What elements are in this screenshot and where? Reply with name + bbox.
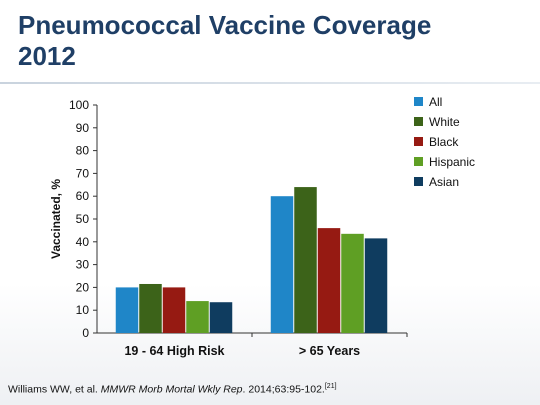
legend-swatch-black [414, 137, 423, 146]
legend-label-all: All [429, 95, 442, 109]
x-category-label: > 65 Years [299, 344, 360, 358]
y-tick-label: 50 [76, 212, 90, 226]
citation: Williams WW, et al. MMWR Morb Mortal Wkl… [8, 383, 337, 396]
citation-journal: MMWR Morb Mortal Wkly Rep [100, 383, 243, 396]
title-line-1: Pneumococcal Vaccine Coverage [18, 10, 432, 40]
y-tick-label: 80 [76, 144, 90, 158]
legend-label-hispanic: Hispanic [429, 155, 475, 169]
y-tick-label: 10 [76, 303, 90, 317]
y-axis-title: Vaccinated, % [49, 179, 63, 259]
bar-hispanic-2 [341, 233, 364, 333]
bar-white-1 [139, 283, 162, 333]
citation-authors: Williams WW, et al. [8, 383, 101, 396]
bar-chart: 0 10 20 30 40 50 60 70 80 90 100 Vaccinated, % 19 - … [49, 95, 475, 358]
title-divider [0, 82, 540, 84]
bar-asian-2 [364, 238, 388, 333]
title-line-2: 2012 [18, 41, 76, 71]
bar-black-2 [317, 228, 341, 333]
citation-ref: [21] [324, 383, 337, 390]
y-tick-label: 20 [76, 280, 90, 294]
bar-all-2 [270, 196, 294, 333]
citation-details: . 2014;63:95-102. [242, 383, 325, 396]
legend-swatch-asian [414, 177, 423, 186]
bar-white-2 [294, 187, 317, 333]
legend-swatch-all [414, 97, 423, 106]
y-tick-label: 100 [69, 98, 89, 112]
x-category-label: 19 - 64 High Risk [124, 344, 224, 358]
y-tick-label: 30 [76, 258, 90, 272]
y-tick-label: 0 [82, 326, 89, 340]
bar-black-1 [162, 287, 186, 333]
bar-hispanic-1 [186, 301, 209, 333]
legend-swatch-hispanic [414, 157, 423, 166]
bar-asian-1 [209, 302, 233, 333]
y-tick-label: 90 [76, 121, 90, 135]
y-tick-label: 60 [76, 189, 90, 203]
y-tick-label: 70 [76, 166, 90, 180]
legend-label-white: White [429, 115, 460, 129]
bar-all-1 [115, 287, 139, 333]
y-tick-label: 40 [76, 235, 90, 249]
legend-swatch-white [414, 117, 423, 126]
legend-label-asian: Asian [429, 175, 459, 189]
slide-title: Pneumococcal Vaccine Coverage 2012 [18, 10, 518, 72]
legend-label-black: Black [429, 135, 459, 149]
